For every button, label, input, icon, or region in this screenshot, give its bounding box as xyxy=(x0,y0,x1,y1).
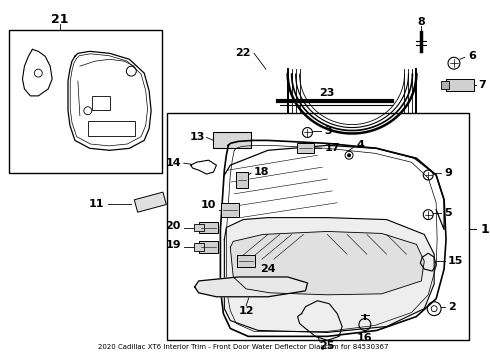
Bar xyxy=(221,203,239,217)
Bar xyxy=(9,30,162,173)
Text: 23: 23 xyxy=(319,88,335,98)
Text: 3: 3 xyxy=(324,126,332,135)
Text: 12: 12 xyxy=(238,306,254,316)
Polygon shape xyxy=(224,217,434,332)
Bar xyxy=(198,241,219,253)
Bar xyxy=(441,81,449,89)
Bar xyxy=(194,224,203,231)
Text: 4: 4 xyxy=(357,140,365,150)
Bar xyxy=(194,243,203,251)
Bar xyxy=(446,79,474,91)
Bar xyxy=(134,192,166,212)
Text: 2: 2 xyxy=(448,302,456,312)
Text: 24: 24 xyxy=(260,264,275,274)
Text: 13: 13 xyxy=(190,132,206,143)
Text: 22: 22 xyxy=(236,48,251,58)
Bar xyxy=(214,132,251,148)
Text: 25: 25 xyxy=(319,341,335,351)
Text: 7: 7 xyxy=(479,80,487,90)
Text: 10: 10 xyxy=(201,200,217,210)
Text: 5: 5 xyxy=(444,208,452,218)
Text: 14: 14 xyxy=(166,158,182,168)
Text: 19: 19 xyxy=(165,240,181,250)
Bar xyxy=(167,113,469,340)
Bar xyxy=(236,172,248,188)
Bar xyxy=(88,121,135,136)
Text: 1: 1 xyxy=(481,223,490,236)
Text: 20: 20 xyxy=(166,221,181,230)
Circle shape xyxy=(347,153,351,157)
Text: 2020 Cadillac XT6 Interior Trim - Front Door Water Deflector Diagram for 8453036: 2020 Cadillac XT6 Interior Trim - Front … xyxy=(98,344,389,350)
Text: 15: 15 xyxy=(448,256,464,266)
Bar xyxy=(296,143,315,153)
Text: 18: 18 xyxy=(254,167,270,177)
Text: 17: 17 xyxy=(324,143,340,153)
Text: 9: 9 xyxy=(444,168,452,178)
Bar xyxy=(237,255,255,267)
Polygon shape xyxy=(195,277,308,297)
Text: 6: 6 xyxy=(468,51,476,61)
Bar xyxy=(92,96,110,110)
Text: 11: 11 xyxy=(89,199,104,209)
Text: 21: 21 xyxy=(51,13,69,26)
Text: 16: 16 xyxy=(357,333,373,343)
Text: 8: 8 xyxy=(417,17,425,27)
Polygon shape xyxy=(230,231,424,295)
Bar xyxy=(198,221,219,233)
